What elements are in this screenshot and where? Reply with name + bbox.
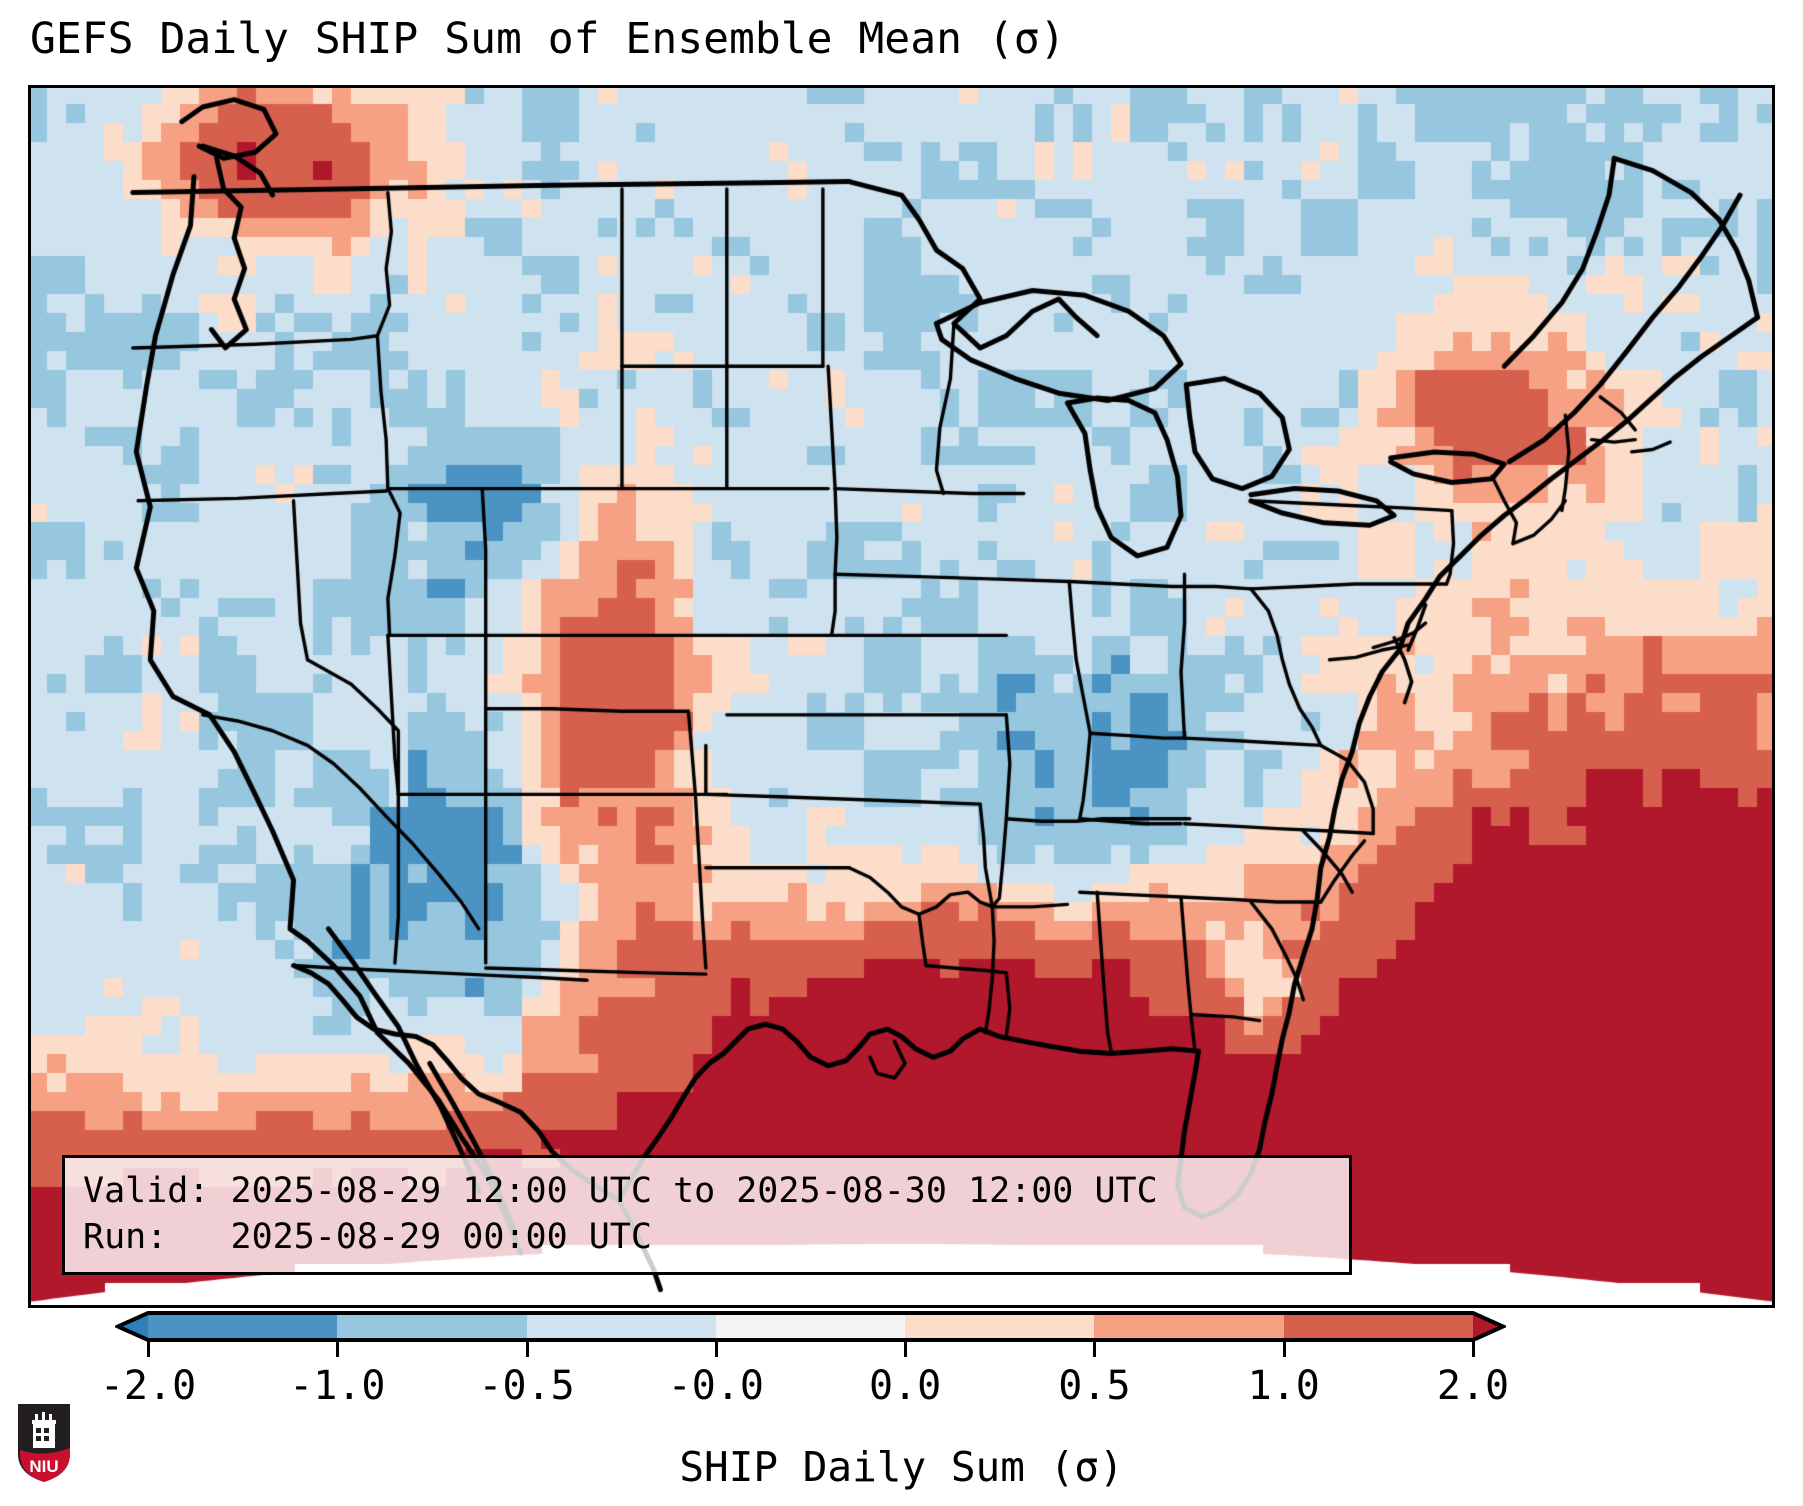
- colorbar-tick: [1472, 1340, 1475, 1357]
- colorbar-tick: [1093, 1340, 1097, 1357]
- colorbar-segment: [1283, 1313, 1474, 1340]
- colorbar-tick-label: -0.5: [478, 1363, 575, 1409]
- colorbar-tick-label: 2.0: [1436, 1363, 1510, 1409]
- map-plot-area: [28, 85, 1775, 1308]
- niu-logo: NIU: [18, 1404, 70, 1482]
- colorbar[interactable]: [115, 1311, 1506, 1342]
- colorbar-segment: [905, 1313, 1096, 1340]
- colorbar-tick: [714, 1340, 718, 1357]
- geography-overlay: [28, 85, 1775, 1308]
- colorbar-tick-label: 1.0: [1247, 1363, 1320, 1409]
- colorbar-tick-label: -2.0: [99, 1363, 197, 1409]
- colorbar-segment: [337, 1313, 528, 1340]
- colorbar-tick: [525, 1340, 529, 1357]
- colorbar-tick-label: -1.0: [289, 1363, 386, 1409]
- colorbar-tick: [1282, 1340, 1286, 1357]
- colorbar-tick-label: -0.0: [667, 1363, 765, 1409]
- colorbar-segment: [526, 1313, 717, 1340]
- colorbar-tick: [904, 1340, 908, 1357]
- run-time-line: Run: 2025-08-29 00:00 UTC: [83, 1217, 652, 1258]
- colorbar-tick: [147, 1340, 150, 1357]
- colorbar-segment: [148, 1313, 338, 1340]
- niu-logo-text: NIU: [29, 1457, 58, 1476]
- colorbar-area: SHIP Daily Sum (σ) -2.0 -1.0 -0.5 -0.0 0.0 0.…: [0, 1305, 1803, 1506]
- valid-run-infobox: Valid: 2025-08-29 12:00 UTC to 2025-08-3…: [62, 1155, 1352, 1276]
- colorbar-tick: [336, 1340, 340, 1357]
- page-title: GEFS Daily SHIP Sum of Ensemble Mean (σ): [30, 14, 1066, 64]
- colorbar-outline: [115, 1311, 1506, 1342]
- colorbar-label: SHIP Daily Sum (σ): [679, 1443, 1124, 1491]
- colorbar-segment: [1094, 1313, 1285, 1340]
- colorbar-segment: [715, 1313, 906, 1340]
- colorbar-tick-label: 0.5: [1058, 1363, 1131, 1409]
- colorbar-tick-label: 0.0: [869, 1363, 942, 1409]
- valid-time-line: Valid: 2025-08-29 12:00 UTC to 2025-08-3…: [83, 1171, 1158, 1211]
